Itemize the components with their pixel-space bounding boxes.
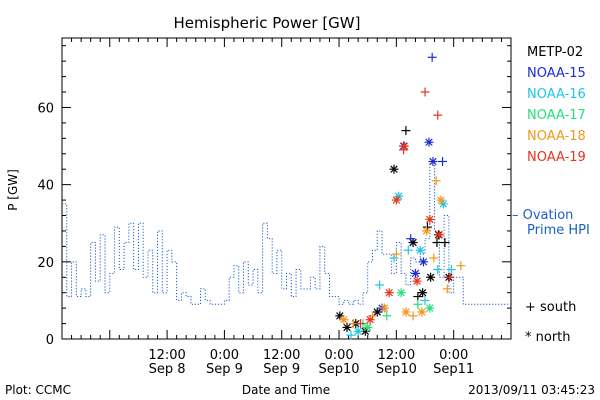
metp-02-north-point	[372, 307, 382, 317]
x-tick-label-time: 0:00	[324, 348, 353, 363]
y-tick-label: 20	[37, 256, 54, 271]
noaa-16-north-point	[415, 245, 425, 255]
chart-title: Hemispheric Power [GW]	[174, 14, 361, 32]
legend-noaa-19: NOAA-19	[527, 150, 586, 165]
noaa-17-north-point	[363, 322, 373, 332]
noaa-18-north-point	[422, 226, 432, 236]
noaa-18-north-point	[401, 307, 411, 317]
noaa-16-south-point	[403, 245, 413, 255]
x-tick-label-time: 0:00	[439, 348, 468, 363]
noaa-15-south-point	[427, 52, 437, 62]
noaa-15-north-point	[418, 257, 428, 267]
legend-metp-02: METP-02	[527, 45, 583, 60]
legend-noaa-16: NOAA-16	[527, 87, 586, 102]
x-tick-label-date: Sep 8	[149, 362, 186, 377]
legend-marker-south: + south	[525, 300, 576, 315]
ovation-hpi-line	[62, 160, 511, 305]
metp-02-south-point	[413, 292, 423, 302]
noaa-19-south-point	[420, 87, 430, 97]
noaa-15-north-point	[424, 137, 434, 147]
noaa-19-north-point	[434, 230, 444, 240]
noaa-19-south-point	[445, 272, 455, 282]
metp-02-north-point	[408, 238, 418, 248]
noaa-18-south-point	[456, 261, 466, 271]
legend-noaa-17: NOAA-17	[527, 108, 586, 123]
noaa-19-north-point	[425, 214, 435, 224]
noaa-15-north-point	[428, 156, 438, 166]
metp-02-south-point	[401, 126, 411, 136]
y-tick-label: 0	[46, 333, 54, 348]
x-tick-label-date: Sep10	[376, 362, 417, 377]
x-tick-label-date: Sep10	[319, 362, 360, 377]
noaa-18-north-point	[417, 307, 427, 317]
noaa-19-north-point	[391, 195, 401, 205]
noaa-16-south-point	[375, 280, 385, 290]
legend-ovation-line2: Prime HPI	[527, 223, 590, 238]
x-tick-label-date: Sep 9	[206, 362, 243, 377]
noaa-16-south-point	[346, 330, 356, 340]
noaa-16-north-point	[353, 326, 363, 336]
noaa-18-south-point	[408, 311, 418, 321]
noaa-18-south-point	[429, 253, 439, 263]
metp-02-north-point	[426, 272, 436, 282]
metp-02-north-point	[342, 322, 352, 332]
noaa-18-north-point	[436, 195, 446, 205]
noaa-19-south-point	[433, 110, 443, 120]
noaa-18-south-point	[431, 176, 441, 186]
y-tick-label: 40	[37, 179, 54, 194]
noaa-16-south-point	[446, 265, 456, 275]
legend-noaa-18: NOAA-18	[527, 129, 586, 144]
x-tick-label-time: 12:00	[263, 348, 300, 363]
noaa-19-south-point	[356, 319, 366, 329]
noaa-16-south-point	[433, 265, 443, 275]
x-tick-label-date: Sep11	[433, 362, 474, 377]
y-tick-label: 60	[37, 101, 54, 116]
x-tick-label-time: 12:00	[378, 348, 415, 363]
noaa-18-south-point	[367, 311, 377, 321]
noaa-18-south-point	[442, 284, 452, 294]
x-tick-label-time: 12:00	[148, 348, 185, 363]
noaa-15-south-point	[406, 234, 416, 244]
noaa-15-north-point	[410, 268, 420, 278]
noaa-15-south-point	[438, 156, 448, 166]
legend-ovation-line1: – Ovation	[512, 208, 573, 223]
noaa-17-south-point	[382, 311, 392, 321]
noaa-17-north-point	[425, 303, 435, 313]
x-tick-label-time: 0:00	[210, 348, 239, 363]
footer-left-credit: Plot: CCMC	[5, 383, 71, 397]
noaa-18-north-point	[379, 303, 389, 313]
noaa-16-south-point	[389, 253, 399, 263]
noaa-18-south-point	[391, 249, 401, 259]
noaa-16-south-point	[420, 295, 430, 305]
noaa-19-north-point	[399, 141, 409, 151]
noaa-16-north-point	[438, 199, 448, 209]
metp-02-south-point	[440, 238, 450, 248]
noaa-18-north-point	[339, 315, 349, 325]
metp-02-north-point	[389, 164, 399, 174]
x-tick-label-date: Sep 9	[263, 362, 300, 377]
metp-02-south-point	[432, 238, 442, 248]
noaa-19-north-point	[412, 276, 422, 286]
noaa-17-north-point	[396, 288, 406, 298]
y-axis-label: P [GW]	[6, 169, 20, 211]
metp-02-north-point	[418, 288, 428, 298]
noaa-17-south-point	[413, 299, 423, 309]
legend-marker-north: * north	[525, 330, 571, 345]
footer-center-xlabel: Date and Time	[242, 383, 330, 397]
footer-right-timestamp: 2013/09/11 03:45:23	[468, 383, 595, 397]
plot-area-frame	[61, 37, 512, 340]
legend-noaa-15: NOAA-15	[527, 66, 586, 81]
noaa-19-north-point	[384, 288, 394, 298]
noaa-19-north-point	[365, 315, 375, 325]
